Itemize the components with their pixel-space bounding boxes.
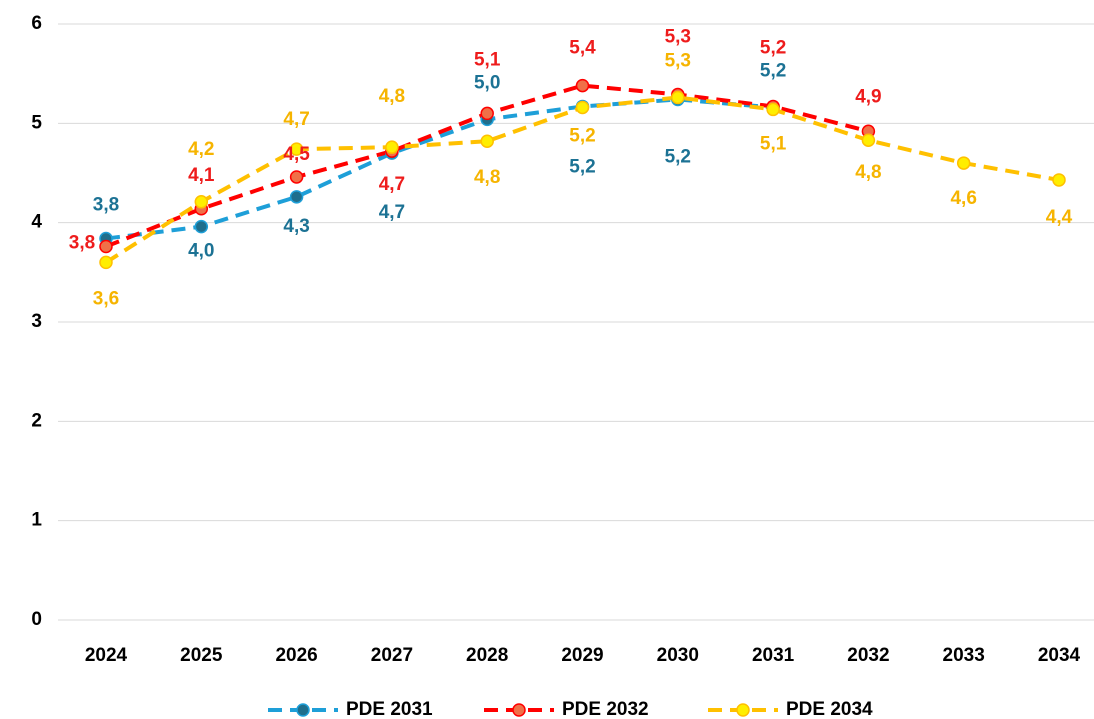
legend-marker xyxy=(512,703,526,717)
data-label: 5,2 xyxy=(760,60,786,81)
data-label: 5,4 xyxy=(569,38,596,59)
data-label: 4,8 xyxy=(855,162,881,183)
marker xyxy=(99,239,113,254)
series-line xyxy=(104,95,1060,265)
data-label: 4,6 xyxy=(950,188,976,209)
data-label: 4,3 xyxy=(283,216,309,237)
data-label: 5,2 xyxy=(569,125,595,146)
marker xyxy=(194,219,209,234)
x-tick-label: 2025 xyxy=(180,645,223,666)
legend-marker xyxy=(296,703,310,717)
y-tick-label: 5 xyxy=(31,112,42,133)
y-tick-label: 0 xyxy=(31,609,42,630)
data-label: 3,8 xyxy=(93,195,119,216)
marker xyxy=(289,170,304,184)
data-label: 3,8 xyxy=(69,233,95,254)
marker xyxy=(99,255,113,270)
legend-label: PDE 2034 xyxy=(786,699,873,719)
y-tick-label: 2 xyxy=(31,410,42,431)
x-tick-label: 2030 xyxy=(657,645,699,666)
data-label: 4,7 xyxy=(283,109,309,130)
marker xyxy=(289,142,304,156)
marker xyxy=(575,100,590,115)
data-label: 4,7 xyxy=(379,174,405,195)
series-line xyxy=(105,97,774,241)
marker xyxy=(480,106,494,121)
data-label: 5,2 xyxy=(665,147,691,168)
marker xyxy=(1052,173,1066,187)
y-tick-label: 4 xyxy=(31,212,42,233)
marker xyxy=(956,156,971,170)
marker xyxy=(289,190,304,204)
data-label: 5,0 xyxy=(474,72,500,93)
marker xyxy=(385,140,399,154)
data-label: 4,7 xyxy=(379,202,405,223)
marker xyxy=(861,133,876,147)
x-tick-label: 2024 xyxy=(85,645,128,666)
data-label: 3,6 xyxy=(93,288,119,309)
data-label: 5,3 xyxy=(665,51,691,72)
x-tick-label: 2031 xyxy=(752,645,795,666)
marker xyxy=(194,195,209,209)
legend-marker xyxy=(736,703,750,717)
x-tick-label: 2034 xyxy=(1038,645,1081,666)
x-tick-label: 2033 xyxy=(943,645,985,666)
data-label: 5,1 xyxy=(760,133,787,154)
marker xyxy=(575,78,590,93)
x-tick-label: 2032 xyxy=(847,645,889,666)
x-tick-label: 2029 xyxy=(561,645,603,666)
data-label: 4,9 xyxy=(855,86,881,107)
y-tick-label: 6 xyxy=(31,13,42,34)
data-label: 4,0 xyxy=(188,241,214,262)
data-label: 5,2 xyxy=(569,156,595,177)
data-label: 4,2 xyxy=(188,139,214,160)
data-label: 5,2 xyxy=(760,37,786,58)
x-tick-label: 2026 xyxy=(275,645,317,666)
x-tick-label: 2027 xyxy=(371,645,413,666)
data-label: 4,1 xyxy=(188,165,215,186)
marker xyxy=(480,134,494,148)
data-label: 5,1 xyxy=(474,49,501,70)
data-label: 4,8 xyxy=(379,86,405,107)
y-tick-label: 1 xyxy=(31,510,42,531)
legend-label: PDE 2032 xyxy=(562,699,649,719)
x-tick-label: 2028 xyxy=(466,645,508,666)
data-label: 4,8 xyxy=(474,167,500,188)
data-label: 5,3 xyxy=(665,27,691,48)
y-tick-label: 3 xyxy=(31,311,42,332)
marker xyxy=(671,90,685,105)
marker xyxy=(766,102,780,117)
data-label: 4,5 xyxy=(283,144,310,165)
data-label: 4,4 xyxy=(1046,207,1073,228)
legend-label: PDE 2031 xyxy=(346,699,433,719)
